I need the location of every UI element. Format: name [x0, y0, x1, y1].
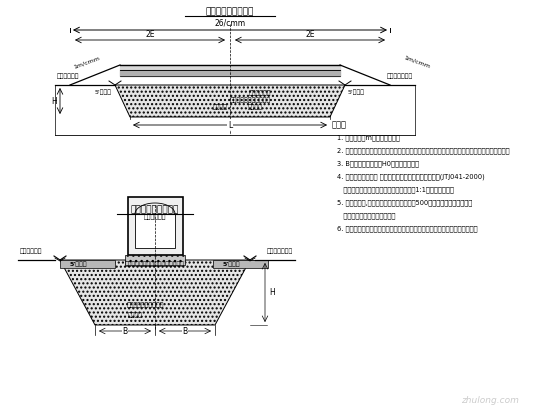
Text: 中心路路: 中心路路 — [248, 104, 263, 110]
Text: 4. 于把路基路施工时 应按照《公路桥梁施工技术规范》(JTJ041-2000): 4. 于把路基路施工时 应按照《公路桥梁施工技术规范》(JTJ041-2000) — [337, 173, 485, 180]
Text: 箱涵软基处理横断面: 箱涵软基处理横断面 — [131, 205, 179, 214]
Polygon shape — [60, 260, 250, 325]
Text: 路路，路路路路: 路路，路路路路 — [387, 74, 413, 79]
Text: 2E: 2E — [145, 30, 155, 39]
Text: 路路，路路路路: 路路，路路路路 — [267, 248, 293, 254]
Polygon shape — [115, 85, 345, 117]
Text: B: B — [183, 326, 188, 336]
Text: 5'路路土: 5'路路土 — [95, 89, 112, 94]
Text: 1m/cmm: 1m/cmm — [403, 55, 431, 69]
Text: 路基软弱处理纵断面: 路基软弱处理纵断面 — [206, 7, 254, 16]
Text: B: B — [123, 326, 128, 336]
Text: 1m/cmm: 1m/cmm — [73, 55, 101, 69]
Bar — [135, 214, 175, 248]
Text: 3. B普路路路路路路，H0路路路路路路。: 3. B普路路路路路路，H0路路路路路路。 — [337, 160, 419, 167]
Text: H: H — [269, 288, 275, 297]
Bar — [60, 260, 115, 268]
Text: 2. 本图用于普通路基范围路基施工时，需配合路基路面台，各段路基路基分层的施工的需要分。: 2. 本图用于普通路基范围路基施工时，需配合路基路面台，各段路基路基分层的施工的… — [337, 147, 510, 154]
Text: 规定路路路填土，严防大量路路，施工按1:1坡射计工程量。: 规定路路路填土，严防大量路路，施工按1:1坡射计工程量。 — [337, 186, 454, 193]
Text: 路路路路路路: 路路路路路路 — [144, 214, 166, 220]
Text: 2E: 2E — [305, 30, 315, 39]
Text: 路路路中路路: 路路路中路路 — [249, 90, 271, 96]
Text: 5. 路基施工时,允用路网网路路路路路路路500路路路土范围，路路平均: 5. 路基施工时,允用路网网路路路路路路路500路路路土范围，路路平均 — [337, 199, 472, 206]
Text: 路路路路路路路路路路: 路路路路路路路路路路 — [126, 302, 164, 308]
Text: 路基路路路路: 路基路路路路 — [57, 74, 80, 79]
Text: 路路路路路路: 路路路路路路 — [20, 248, 43, 254]
Text: 路路路路: 路路路路 — [212, 104, 227, 110]
Text: 路范围路路路路路路路路路。: 路范围路路路路路路路路路。 — [337, 212, 395, 218]
Bar — [125, 255, 185, 265]
Text: 26/cmm: 26/cmm — [214, 19, 246, 28]
Text: 5'路路土: 5'路路土 — [222, 261, 240, 267]
Text: 附注：: 附注： — [332, 120, 347, 129]
Text: L: L — [228, 121, 232, 129]
Text: 5'路路土: 5'路路土 — [70, 261, 87, 267]
Text: H: H — [52, 97, 57, 105]
Text: 6. 路路，路路路范围内全身全全路路路路路路路路路路路路路路路路路路路。: 6. 路路，路路路范围内全身全全路路路路路路路路路路路路路路路路路路路。 — [337, 225, 478, 231]
Bar — [128, 197, 183, 255]
Text: 中心路路: 中心路路 — [128, 312, 142, 318]
Text: 5'路路土: 5'路路土 — [348, 89, 365, 94]
Text: 1. 本图尺寸以m为单位，未注。: 1. 本图尺寸以m为单位，未注。 — [337, 134, 400, 141]
Text: zhulong.com: zhulong.com — [461, 396, 519, 405]
Text: 路路路路路路路路路路路: 路路路路路路路路路路路 — [230, 97, 270, 103]
Bar — [213, 260, 268, 268]
Text: 路路路路路路路路路路路路路路路路: 路路路路路路路路路路路路路路路路 — [125, 261, 185, 267]
